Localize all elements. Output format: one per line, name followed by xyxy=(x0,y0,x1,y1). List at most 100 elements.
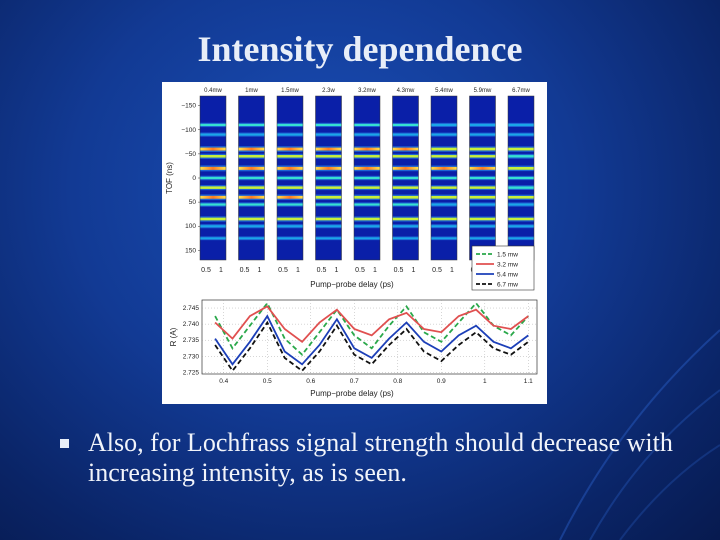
line-x-tick-label: 0.7 xyxy=(350,378,359,385)
heatmap-band xyxy=(200,176,226,180)
heatmap-band xyxy=(431,147,457,151)
heatmap-x-tick-label: 0.5 xyxy=(240,267,250,274)
heatmap-band xyxy=(277,217,303,221)
panel-label: 5.9mw xyxy=(474,88,492,94)
heatmap-band xyxy=(392,225,419,228)
heatmap-band xyxy=(469,195,496,199)
slide-title: Intensity dependence xyxy=(197,29,523,69)
heatmap-band xyxy=(200,147,226,151)
figure: 0.4mw 0.5 1 1mw 0.5 1 1.5mw 0.5 1 2.3w 0.5 1 3.2mw 0.… xyxy=(162,82,547,404)
heatmap-y-tick-label: 150 xyxy=(185,247,196,254)
line-y-tick-label: 2.740 xyxy=(183,321,200,328)
line-y-tick-label: 2.745 xyxy=(183,305,200,312)
heatmap-x-axis-label: Pump−probe delay (ps) xyxy=(310,280,394,289)
line-y-tick-label: 2.725 xyxy=(183,369,200,376)
heatmap-x-tick-label: 0.5 xyxy=(278,267,288,274)
panel-label: 3.2mw xyxy=(358,88,376,94)
heatmap-band xyxy=(238,166,265,170)
heatmap-band xyxy=(200,237,226,240)
heatmap-strip-frame xyxy=(276,95,304,261)
heatmap-band xyxy=(315,166,342,170)
series-line xyxy=(214,314,529,366)
heatmap-band xyxy=(315,217,342,221)
heatmap-band xyxy=(277,186,303,189)
heatmap-band xyxy=(238,155,265,158)
heatmap-band xyxy=(238,225,265,228)
heatmap-band xyxy=(315,186,342,189)
heatmap-band xyxy=(508,166,534,170)
heatmap-band xyxy=(200,203,226,206)
heatmap-band xyxy=(508,225,534,228)
heatmap-band xyxy=(354,203,380,206)
heatmap-band xyxy=(354,123,380,127)
heatmap-x-tick-label: 1 xyxy=(373,267,377,274)
heatmap-band xyxy=(315,176,342,180)
heatmap-band xyxy=(277,155,303,158)
heatmap-band xyxy=(238,176,265,180)
heatmap-band xyxy=(469,155,496,158)
heatmap-band xyxy=(431,195,457,199)
heatmap-band xyxy=(508,195,534,199)
heatmap-strip-frame xyxy=(392,95,419,261)
heatmap-x-tick-label: 0.5 xyxy=(355,267,365,274)
heatmap-band xyxy=(354,237,380,240)
heatmap-band xyxy=(392,133,419,136)
heatmap-band xyxy=(469,147,496,151)
heatmap-band xyxy=(469,166,496,170)
legend-entry: 5.4 mw xyxy=(497,272,518,279)
heatmap-strip-frame xyxy=(315,95,342,261)
heatmap-y-axis-label: TOF (ns) xyxy=(165,162,174,194)
heatmap-band xyxy=(392,155,419,158)
heatmap-x-tick-label: 1 xyxy=(450,267,454,274)
heatmap-band xyxy=(431,133,457,136)
heatmap-x-tick-label: 0.5 xyxy=(317,267,327,274)
figure-svg: 0.4mw 0.5 1 1mw 0.5 1 1.5mw 0.5 1 2.3w 0.5 1 3.2mw 0.… xyxy=(165,88,538,398)
heatmap-band xyxy=(200,166,226,170)
heatmap-band xyxy=(508,237,534,240)
heatmap-band xyxy=(431,176,457,180)
heatmap-x-tick-label: 1 xyxy=(258,267,262,274)
line-x-axis-label: Pump−probe delay (ps) xyxy=(310,389,394,398)
heatmap-band xyxy=(392,166,419,170)
line-x-tick-label: 0.5 xyxy=(263,378,272,385)
panel-label: 6.7mw xyxy=(512,88,530,94)
line-x-tick-label: 0.8 xyxy=(393,378,402,385)
heatmap-band xyxy=(354,166,380,170)
heatmap-band xyxy=(315,147,342,151)
heatmap-band xyxy=(431,186,457,189)
heatmap-band xyxy=(315,225,342,228)
heatmap-band xyxy=(354,176,380,180)
heatmap-band xyxy=(508,123,534,126)
heatmap-band xyxy=(238,237,265,240)
heatmap-band xyxy=(200,123,226,127)
heatmap-y-tick-label: 0 xyxy=(192,175,196,182)
heatmap-band xyxy=(238,195,265,199)
heatmap-y-tick-label: −100 xyxy=(181,127,196,134)
heatmap-band xyxy=(392,217,419,221)
heatmap-band xyxy=(392,186,419,189)
heatmap-band xyxy=(431,203,457,206)
heatmap-band xyxy=(431,225,457,228)
heatmap-band xyxy=(277,147,303,151)
line-x-tick-label: 0.6 xyxy=(306,378,315,385)
heatmap-band xyxy=(238,147,265,151)
heatmap-band xyxy=(508,176,534,180)
heatmap-band xyxy=(354,195,380,199)
heatmap-band xyxy=(431,155,457,158)
line-x-tick-label: 1 xyxy=(483,378,487,385)
heatmap-band xyxy=(392,123,419,126)
heatmap-band xyxy=(431,123,457,126)
heatmap-band xyxy=(200,225,226,228)
heatmap-band xyxy=(392,237,419,240)
panel-label: 1.5mw xyxy=(281,88,299,94)
heatmap-y-tick-label: 50 xyxy=(189,199,197,206)
bullet-text: Also, for Lochfrass signal strength shou… xyxy=(88,428,673,487)
heatmap-x-tick-label: 1 xyxy=(335,267,339,274)
heatmap-band xyxy=(238,186,265,189)
heatmap-band xyxy=(354,217,380,221)
heatmap-x-tick-label: 0.5 xyxy=(432,267,442,274)
heatmap-band xyxy=(354,147,380,151)
heatmap-band xyxy=(200,155,226,158)
heatmap-band xyxy=(508,217,534,221)
heatmap-band xyxy=(469,133,496,136)
